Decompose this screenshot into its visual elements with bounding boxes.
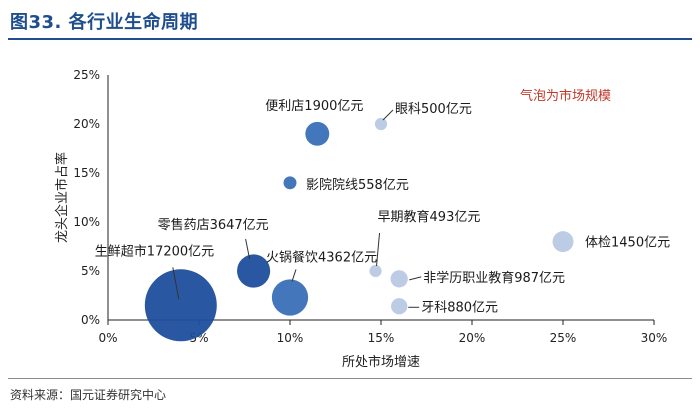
point-label: 零售药店3647亿元 — [158, 217, 269, 233]
bubble — [369, 264, 382, 278]
point-label: 体检1450亿元 — [585, 236, 670, 251]
point-label: 牙科880亿元 — [421, 300, 498, 315]
leader-line — [382, 109, 394, 121]
leader-line — [409, 276, 422, 281]
bubble — [271, 279, 309, 316]
chart-point-labels: 生鲜超市17200亿元 零售药店3647亿元火锅餐饮4362亿元便利店1900亿元… — [95, 99, 670, 315]
title-bar: 图33. 各行业生命周期 — [0, 0, 700, 40]
point-label: 眼科500亿元 — [395, 102, 472, 117]
point-label: 便利店1900亿元 — [265, 99, 363, 114]
title-divider — [8, 38, 692, 40]
x-tick-label: 0% — [98, 331, 117, 345]
y-tick-label: 5% — [81, 264, 100, 278]
x-tick-label: 15% — [368, 331, 395, 345]
y-tick-label: 0% — [81, 313, 100, 327]
leader-line — [172, 267, 180, 300]
chart-annotation: 气泡为市场规模 — [520, 88, 611, 104]
chart-bubbles — [144, 117, 574, 342]
bubble — [144, 269, 217, 342]
point-label: 非学历职业教育987亿元 — [423, 270, 565, 286]
x-axis-title: 所处市场增速 — [342, 354, 420, 370]
point-label: 火锅餐饮4362亿元 — [266, 249, 377, 265]
bubble — [552, 231, 574, 253]
footer-divider — [8, 378, 692, 379]
chart-axes: 0% 5% 10% 15% 20% 25% 30%0%5%10%15%20%25% — [73, 68, 667, 345]
y-tick-label: 25% — [73, 68, 100, 82]
point-label: 影院院线558亿元 — [306, 178, 409, 193]
point-label: 早期教育493亿元 — [378, 209, 481, 225]
x-tick-label: 10% — [277, 331, 304, 345]
bubble — [283, 176, 297, 190]
x-tick-label: 25% — [550, 331, 577, 345]
point-label: 生鲜超市17200亿元 — [95, 243, 214, 259]
bubble — [374, 117, 388, 131]
y-tick-label: 20% — [73, 117, 100, 131]
leader-line — [291, 269, 297, 282]
bubble — [237, 254, 271, 288]
bubble-chart: 0% 5% 10% 15% 20% 25% 30%0%5%10%15%20%25% 生鲜超市… — [54, 68, 670, 370]
bubble — [305, 121, 330, 146]
leader-line — [245, 238, 251, 260]
source-note: 资料来源：国元证券研究中心 — [10, 388, 167, 402]
x-tick-label: 30% — [641, 331, 668, 345]
x-tick-label: 20% — [459, 331, 486, 345]
figure-title: 图33. 各行业生命周期 — [10, 12, 199, 33]
leader-line — [376, 232, 381, 267]
bubble — [390, 270, 408, 288]
y-axis-title: 龙头企业市占率 — [54, 152, 70, 243]
y-tick-label: 10% — [73, 215, 100, 229]
bubble — [391, 298, 408, 315]
y-tick-label: 15% — [73, 166, 100, 180]
